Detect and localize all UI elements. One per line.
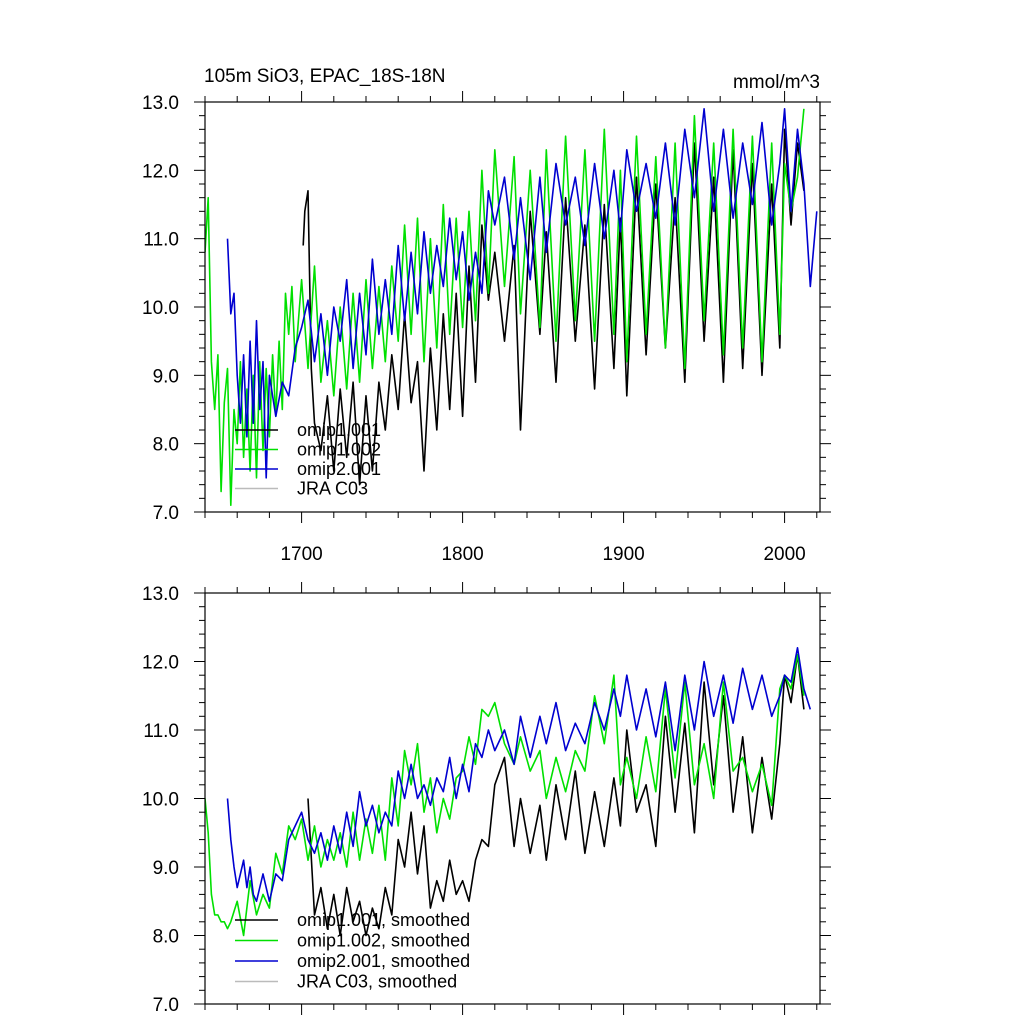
chart-title: 105m SiO3, EPAC_18S-18N: [204, 66, 446, 87]
x-tick-label: 1900: [602, 544, 644, 565]
legend-label: JRA C03, smoothed: [297, 972, 457, 992]
legend-label: omip2.001: [297, 459, 381, 479]
y-tick-label: 11.0: [143, 230, 179, 251]
top-panel-raw: 7.0 8.0 9.0 10.0 11.0 12.0 13.0 1700 1800 1900 200…: [142, 91, 831, 565]
legend-label: omip1.002: [297, 440, 381, 460]
series-line-3: [226, 646, 812, 903]
y-tick-label: 9.0: [153, 366, 179, 387]
legend-label: omip1.001: [297, 420, 381, 440]
y-tick-label: 13.0: [142, 584, 179, 605]
y-tick-label: 7.0: [153, 995, 179, 1016]
y-tick-label: 10.0: [142, 298, 179, 319]
legend-label: omip1.002, smoothed: [297, 931, 470, 951]
x-tick-label: 1800: [441, 544, 483, 565]
y-tick-label: 12.0: [142, 653, 179, 674]
y-tick-label: 8.0: [153, 927, 179, 948]
y-tick-label: 7.0: [153, 503, 179, 524]
y-tick-label: 11.0: [143, 721, 179, 742]
y-tick-label: 12.0: [142, 161, 179, 182]
legend-label: JRA C03: [297, 479, 368, 499]
series-line-3: [226, 108, 818, 479]
series-line-2: [205, 653, 805, 937]
units-label: mmol/m^3: [733, 72, 820, 93]
y-tick-label: 8.0: [153, 435, 179, 456]
series-line-1: [302, 128, 805, 486]
y-tick-label: 13.0: [142, 93, 179, 114]
y-tick-label: 9.0: [153, 858, 179, 879]
series-line-2: [205, 108, 805, 507]
y-tick-label: 10.0: [142, 790, 179, 811]
series-line-1: [307, 653, 805, 937]
bottom-panel-smoothed: 7.0 8.0 9.0 10.0 11.0 12.0 13.0 omip1.001, smoo…: [142, 582, 831, 1016]
x-tick-label: 2000: [763, 544, 805, 565]
legend-label: omip2.001, smoothed: [297, 951, 470, 971]
legend-label: omip1.001, smoothed: [297, 910, 470, 930]
x-tick-label: 1700: [280, 544, 322, 565]
